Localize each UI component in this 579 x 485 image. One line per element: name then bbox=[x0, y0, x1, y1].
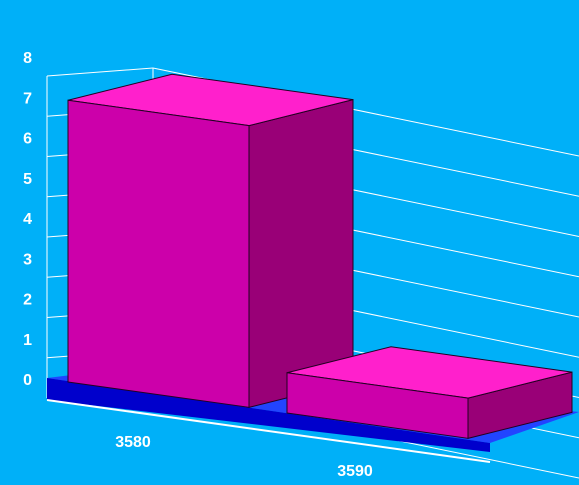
y-tick-label: 7 bbox=[23, 90, 32, 107]
floor-front bbox=[47, 378, 490, 452]
y-tick-label: 8 bbox=[23, 50, 32, 67]
y-tick-label: 2 bbox=[23, 292, 32, 309]
y-tick-label: 3 bbox=[23, 251, 32, 268]
y-axis-ticks: 0 1 2 3 4 5 6 7 8 bbox=[23, 50, 32, 389]
y-tick-label: 5 bbox=[23, 171, 32, 188]
bar-3580 bbox=[67, 73, 354, 408]
y-tick-label: 1 bbox=[23, 332, 32, 349]
x-axis-ticks: 3580 3590 bbox=[115, 434, 373, 480]
y-tick-label: 4 bbox=[23, 211, 32, 228]
gridline-left-8 bbox=[46, 67, 154, 77]
bar-3590 bbox=[286, 346, 573, 439]
bar-front-3580 bbox=[67, 99, 250, 408]
x-tick-label-3580: 3580 bbox=[115, 434, 151, 451]
bars bbox=[67, 73, 573, 439]
bar-front-3590 bbox=[286, 372, 469, 439]
y-tick-label: 0 bbox=[23, 372, 32, 389]
floor-front-edge bbox=[46, 399, 491, 463]
y-tick-label: 6 bbox=[23, 131, 32, 148]
x-tick-label-3590: 3590 bbox=[337, 463, 373, 480]
